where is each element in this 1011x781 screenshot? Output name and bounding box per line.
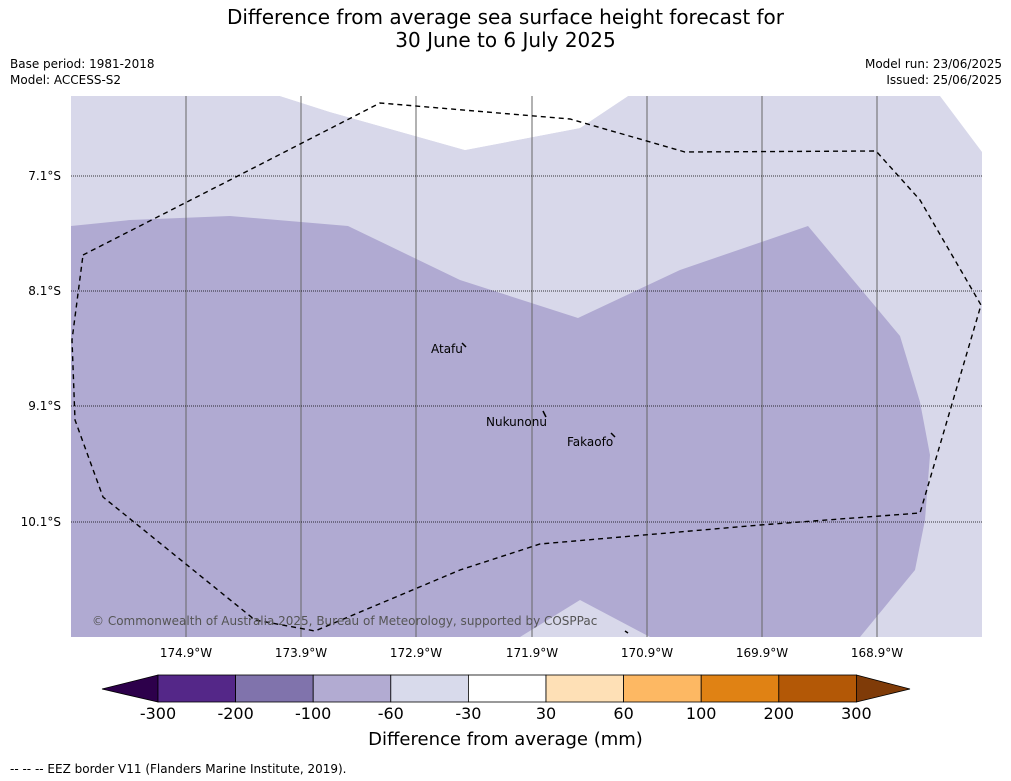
lat-label: 9.1°S [28,399,61,413]
atafu-atoll [461,342,467,348]
title-line-2: 30 June to 6 July 2025 [395,28,616,52]
colorbar-segment [778,674,857,703]
anomaly-region-medium [71,216,930,637]
colorbar-tick: 300 [841,704,872,723]
longitude-grid [185,96,878,637]
title-line-1: Difference from average sea surface heig… [226,5,785,29]
colorbar-segment [467,674,547,703]
colorbar-segment [545,674,624,703]
colorbar-segment [157,674,236,703]
colorbar-tick: -30 [455,704,482,723]
lon-label: 173.9°W [274,646,328,660]
colorbar-tick: -300 [139,704,177,723]
meta-left: Base period: 1981-2018 Model: ACCESS-S2 [10,56,155,88]
lon-label: 168.9°W [850,646,904,660]
meta-right: Model run: 23/06/2025 Issued: 25/06/2025 [865,56,1002,88]
colorbar-title: Difference from average (mm) [368,729,643,750]
fakaofo-atoll [610,432,616,438]
lon-label: 170.9°W [620,646,674,660]
colorbar [101,674,911,703]
lon-label: 171.9°W [505,646,559,660]
base-period: Base period: 1981-2018 [10,57,155,71]
colorbar-tick: -60 [377,704,404,723]
small-atoll [624,630,629,634]
place-label-fakaofo: Fakaofo [567,435,614,449]
lat-label: 10.1°S [20,515,61,529]
place-label-atafu: Atafu [431,342,463,356]
nukunonu-atoll [542,410,547,418]
colorbar-extend-min [101,674,159,703]
colorbar-segment [390,674,469,703]
lon-label: 172.9°W [389,646,443,660]
colorbar-segment [623,674,702,703]
colorbar-segment [312,674,392,703]
eez-footnote: -- -- -- EEZ border V11 (Flanders Marine… [10,762,347,776]
issued-date: Issued: 25/06/2025 [886,73,1002,87]
copyright-notice: © Commonwealth of Australia 2025, Bureau… [92,614,598,628]
model-run: Model run: 23/06/2025 [864,57,1002,71]
colorbar-extend-max [856,674,911,703]
lon-label: 169.9°W [735,646,789,660]
colorbar-tick: 60 [613,704,634,723]
colorbar-tick: 100 [685,704,717,723]
colorbar-tick: 200 [763,704,795,723]
lat-label: 7.1°S [28,169,61,183]
map-title: Difference from average sea surface heig… [0,6,1011,52]
colorbar-tick: 30 [535,704,557,723]
place-label-nukunonu: Nukunonu [486,415,547,429]
colorbar-tick: -100 [295,704,332,723]
colorbar-segment [235,674,314,703]
colorbar-segment [700,674,780,703]
colorbar-tick: -200 [217,704,254,723]
lon-label: 174.9°W [159,646,213,660]
model-name: Model: ACCESS-S2 [10,73,122,87]
lat-label: 8.1°S [28,284,61,298]
